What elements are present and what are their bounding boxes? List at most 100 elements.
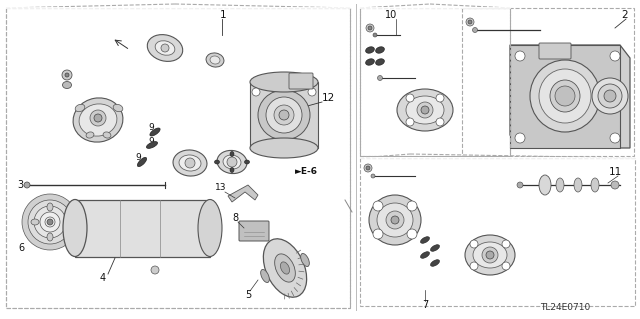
- Ellipse shape: [250, 72, 318, 92]
- Circle shape: [28, 200, 72, 244]
- Polygon shape: [510, 45, 630, 148]
- Circle shape: [161, 44, 169, 52]
- Circle shape: [470, 240, 478, 248]
- Circle shape: [368, 26, 372, 30]
- Circle shape: [94, 114, 102, 122]
- FancyBboxPatch shape: [239, 221, 269, 241]
- Circle shape: [407, 229, 417, 239]
- Ellipse shape: [301, 254, 309, 266]
- Ellipse shape: [250, 138, 318, 158]
- Circle shape: [266, 97, 302, 133]
- Circle shape: [185, 158, 195, 168]
- Circle shape: [466, 18, 474, 26]
- Ellipse shape: [376, 59, 385, 65]
- Ellipse shape: [377, 203, 413, 237]
- Circle shape: [482, 247, 498, 263]
- Ellipse shape: [173, 150, 207, 176]
- Ellipse shape: [365, 47, 374, 53]
- Circle shape: [515, 51, 525, 61]
- Text: 10: 10: [385, 10, 397, 20]
- Circle shape: [371, 174, 375, 178]
- Ellipse shape: [591, 178, 599, 192]
- Circle shape: [610, 133, 620, 143]
- Circle shape: [517, 182, 523, 188]
- Circle shape: [610, 51, 620, 61]
- Circle shape: [34, 206, 66, 238]
- Ellipse shape: [465, 235, 515, 275]
- Ellipse shape: [138, 157, 147, 167]
- Circle shape: [90, 110, 106, 126]
- Text: 4: 4: [100, 273, 106, 283]
- Ellipse shape: [376, 47, 385, 53]
- Circle shape: [468, 20, 472, 24]
- Ellipse shape: [275, 254, 295, 282]
- Circle shape: [373, 33, 377, 37]
- Circle shape: [373, 229, 383, 239]
- Ellipse shape: [431, 260, 440, 266]
- Ellipse shape: [210, 56, 220, 64]
- Ellipse shape: [147, 34, 182, 61]
- Ellipse shape: [150, 128, 160, 136]
- Text: 9: 9: [135, 153, 141, 162]
- Ellipse shape: [280, 262, 289, 274]
- Circle shape: [378, 76, 383, 80]
- Text: 11: 11: [609, 167, 622, 177]
- Text: 13: 13: [215, 183, 227, 192]
- Ellipse shape: [420, 252, 429, 258]
- Circle shape: [407, 201, 417, 211]
- Circle shape: [555, 86, 575, 106]
- Circle shape: [486, 251, 494, 259]
- Text: 9: 9: [148, 137, 154, 146]
- Circle shape: [364, 164, 372, 172]
- Ellipse shape: [47, 233, 53, 241]
- Circle shape: [406, 118, 414, 126]
- Circle shape: [252, 88, 260, 96]
- Text: 1: 1: [220, 10, 227, 20]
- Text: 3: 3: [17, 180, 23, 190]
- Ellipse shape: [556, 178, 564, 192]
- Polygon shape: [250, 82, 318, 148]
- Ellipse shape: [79, 104, 117, 136]
- FancyBboxPatch shape: [539, 43, 571, 59]
- Circle shape: [40, 212, 60, 232]
- Circle shape: [515, 133, 525, 143]
- Circle shape: [47, 219, 53, 225]
- Ellipse shape: [420, 237, 429, 243]
- Circle shape: [62, 70, 72, 80]
- Ellipse shape: [244, 160, 250, 164]
- Circle shape: [470, 262, 478, 270]
- Polygon shape: [75, 200, 210, 257]
- Ellipse shape: [223, 155, 241, 169]
- Ellipse shape: [31, 219, 39, 225]
- Ellipse shape: [230, 167, 234, 173]
- Circle shape: [308, 88, 316, 96]
- Circle shape: [22, 194, 78, 250]
- Ellipse shape: [214, 160, 220, 164]
- Ellipse shape: [155, 41, 175, 55]
- Polygon shape: [510, 45, 620, 148]
- Ellipse shape: [260, 270, 269, 283]
- Circle shape: [611, 181, 619, 189]
- Circle shape: [592, 78, 628, 114]
- Text: 2: 2: [621, 10, 628, 20]
- Text: 7: 7: [422, 300, 428, 310]
- Ellipse shape: [47, 203, 53, 211]
- Text: 5: 5: [245, 290, 252, 300]
- Ellipse shape: [198, 199, 222, 256]
- Ellipse shape: [113, 104, 123, 112]
- FancyBboxPatch shape: [289, 73, 313, 89]
- Circle shape: [274, 105, 294, 125]
- Ellipse shape: [63, 199, 87, 256]
- Circle shape: [279, 110, 289, 120]
- Circle shape: [373, 201, 383, 211]
- Ellipse shape: [406, 96, 444, 124]
- Circle shape: [24, 182, 30, 188]
- Text: ►E-6: ►E-6: [295, 167, 318, 176]
- Ellipse shape: [365, 59, 374, 65]
- Ellipse shape: [473, 242, 507, 268]
- Text: 6: 6: [18, 243, 24, 253]
- Ellipse shape: [550, 80, 580, 112]
- Circle shape: [366, 24, 374, 32]
- Ellipse shape: [539, 175, 551, 195]
- Ellipse shape: [230, 152, 234, 157]
